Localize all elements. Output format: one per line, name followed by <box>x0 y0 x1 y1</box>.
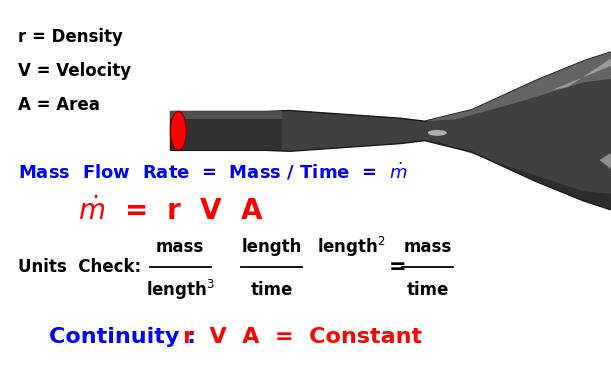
Text: r  V  A  =  Constant: r V A = Constant <box>183 327 422 347</box>
Polygon shape <box>552 39 611 90</box>
Text: length: length <box>242 238 302 256</box>
Text: Mass  Flow  Rate  =  Mass / Time  =  $\dot{m}$: Mass Flow Rate = Mass / Time = $\dot{m}$ <box>18 162 408 183</box>
Ellipse shape <box>428 130 447 136</box>
Polygon shape <box>425 141 611 223</box>
Text: mass: mass <box>156 238 204 256</box>
Text: length$^3$: length$^3$ <box>145 278 215 302</box>
Text: mass: mass <box>404 238 452 256</box>
Polygon shape <box>170 111 282 150</box>
Text: V = Velocity: V = Velocity <box>18 62 131 80</box>
Text: r = Density: r = Density <box>18 28 123 46</box>
Polygon shape <box>599 150 611 204</box>
Text: $\dot{m}$  =  r  V  A: $\dot{m}$ = r V A <box>78 197 264 226</box>
Text: time: time <box>251 281 293 299</box>
Text: =: = <box>389 257 406 278</box>
Text: length$^2$: length$^2$ <box>317 235 386 259</box>
Text: time: time <box>406 281 449 299</box>
Ellipse shape <box>170 111 186 150</box>
Polygon shape <box>425 39 611 121</box>
Polygon shape <box>170 39 611 223</box>
Text: Units  Check:: Units Check: <box>18 258 142 276</box>
Text: Continuity :: Continuity : <box>49 327 196 347</box>
Polygon shape <box>170 111 282 119</box>
Text: A = Area: A = Area <box>18 96 100 114</box>
